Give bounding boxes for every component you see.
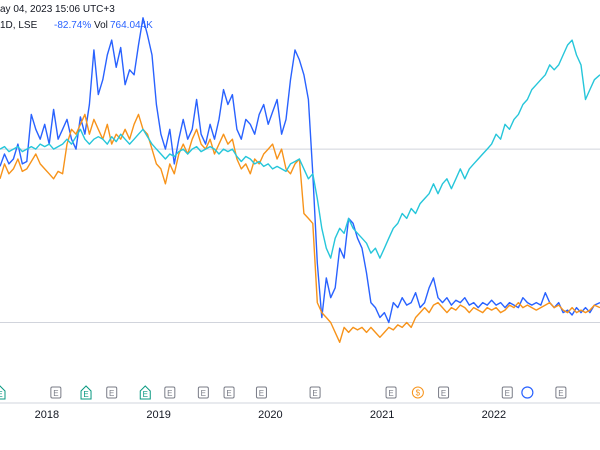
event-shape-4 [139,385,151,400]
series-line-2 [0,39,600,259]
header-datetime: ay 04, 2023 15:06 UTC+3 [0,4,115,15]
event-marker-7: E [223,386,235,399]
event-marker-9: E [309,386,321,399]
event-shape-12 [438,386,450,399]
event-shape-2 [80,385,92,400]
series-line-0 [0,17,600,324]
x-tick-label-2018: 2018 [35,409,59,421]
event-glyph-8: E [259,389,264,398]
event-glyph-10: E [388,389,393,398]
header-interval: 1D, LSE [0,20,38,31]
event-shape-9 [309,386,321,399]
event-shape-0 [0,385,6,400]
event-glyph-7: E [226,389,231,398]
event-marker-10: E [385,386,397,399]
event-marker-14 [521,386,534,399]
event-shape-6 [197,386,209,399]
event-glyph-13: E [505,389,510,398]
event-glyph-3: E [109,389,114,398]
event-marker-12: E [438,386,450,399]
chart-header: ay 04, 2023 15:06 UTC+3 1D, LSE -82.74% … [0,0,600,40]
x-tick-label-2019: 2019 [146,409,170,421]
event-marker-5: E [164,386,176,399]
header-volume-value: 764.044K [110,20,153,31]
event-marker-15: E [555,386,567,399]
x-tick-label-2020: 2020 [258,409,282,421]
event-shape-10 [385,386,397,399]
event-marker-11: $ [411,386,424,399]
x-tick-label-2021: 2021 [370,409,394,421]
header-volume-label: Vol [94,20,108,31]
event-marker-8: E [255,386,267,399]
event-shape-14 [521,386,534,399]
event-glyph-2: E [83,390,88,399]
event-glyph-12: E [441,389,446,398]
event-shape-3 [106,386,118,399]
event-shape-15 [555,386,567,399]
event-marker-3: E [106,386,118,399]
event-glyph-0: E [0,390,3,399]
event-marker-2: E [80,385,92,400]
event-glyph-4: E [143,390,148,399]
event-shape-13 [501,386,513,399]
event-glyph-1: E [53,389,58,398]
event-shape-5 [164,386,176,399]
event-marker-6: E [197,386,209,399]
event-marker-13: E [501,386,513,399]
event-glyph-11: $ [416,389,421,398]
event-marker-0: E [0,385,6,400]
event-shape-8 [255,386,267,399]
event-glyph-15: E [558,389,563,398]
event-glyph-6: E [201,389,206,398]
event-glyph-9: E [312,389,317,398]
header-change: -82.74% [54,20,92,31]
event-shape-7 [223,386,235,399]
event-marker-1: E [50,386,62,399]
x-tick-label-2022: 2022 [482,409,506,421]
event-glyph-5: E [167,389,172,398]
event-shape-11 [411,386,424,399]
event-shape-1 [50,386,62,399]
event-marker-4: E [139,385,151,400]
